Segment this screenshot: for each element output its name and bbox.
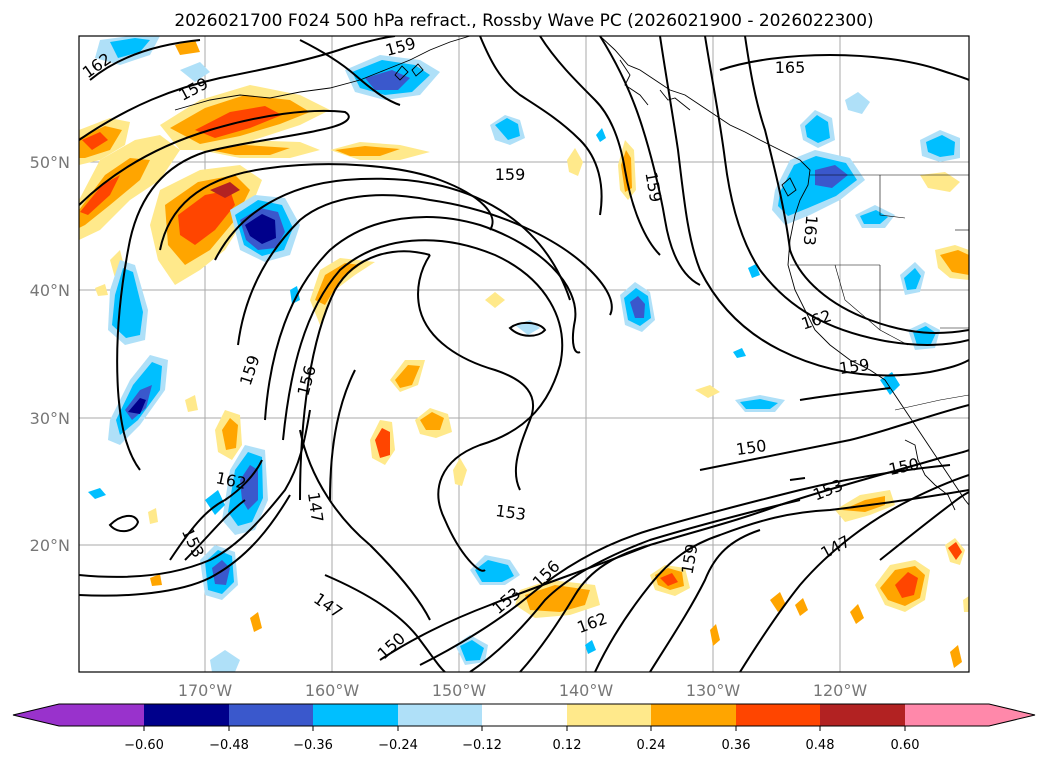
lon-label: 130°W [686, 681, 741, 700]
colorbar-segment [736, 704, 820, 726]
coastlines [174, 36, 969, 511]
colorbar-extend-high [989, 704, 1035, 726]
colorbar-tick-label: −0.60 [124, 738, 164, 753]
filled-anomalies [79, 36, 969, 672]
colorbar-tick-label: 0.48 [806, 738, 835, 753]
colorbar-segment [398, 704, 482, 726]
map-panel: 162 159 159 165 159 159 163 162 159 159 … [78, 34, 970, 673]
colorbar: −0.60 −0.48 −0.36 −0.24 −0.12 0.12 0.24 … [12, 703, 1036, 753]
latitude-labels: 50°N 40°N 30°N 20°N [30, 153, 70, 555]
contour-label: 159 [495, 165, 526, 184]
contour-label: 153 [494, 501, 527, 524]
colorbar-segment [482, 704, 567, 726]
contour-label: 147 [304, 491, 327, 524]
colorbar-ticks [143, 726, 906, 731]
contour-label: 159 [383, 34, 417, 60]
colorbar-segment [567, 704, 651, 726]
map-frame [78, 35, 970, 673]
contour-label: 159 [838, 355, 871, 378]
colorbar-tick-label: 0.60 [891, 738, 920, 753]
colorbar-tick-label: 0.12 [553, 738, 582, 753]
lon-label: 140°W [559, 681, 614, 700]
lat-label: 20°N [30, 536, 70, 555]
colorbar-segment [144, 704, 229, 726]
contour-label: 150 [735, 436, 768, 459]
colorbar-extend-low [13, 704, 59, 726]
colorbar-tick-label: −0.24 [378, 738, 418, 753]
positive-anomaly-fill [79, 40, 969, 668]
colorbar-segment [59, 704, 144, 726]
lon-label: 170°W [178, 681, 233, 700]
colorbar-segment [229, 704, 313, 726]
lat-label: 30°N [30, 409, 70, 428]
colorbar-segment [313, 704, 398, 726]
negative-anomaly-fill [88, 36, 960, 672]
colorbar-segment [651, 704, 736, 726]
height-contours [79, 36, 969, 672]
lon-label: 120°W [813, 681, 868, 700]
longitude-labels: 170°W 160°W 150°W 140°W 130°W 120°W [178, 681, 868, 700]
colorbar-outline [12, 703, 1036, 727]
lon-label: 150°W [432, 681, 487, 700]
contour-label: 163 [800, 214, 822, 246]
colorbar-tick-label: −0.36 [293, 738, 333, 753]
colorbar-tick-label: 0.24 [637, 738, 666, 753]
colorbar-segment [905, 704, 989, 726]
contour-label: 165 [775, 58, 806, 77]
lat-label: 50°N [30, 153, 70, 172]
colorbar-segment [820, 704, 905, 726]
figure-title: 2026021700 F024 500 hPa refract., Rossby… [174, 11, 873, 31]
colorbar-tick-label: −0.48 [209, 738, 249, 753]
colorbar-tick-label: 0.36 [722, 738, 751, 753]
lon-label: 160°W [305, 681, 360, 700]
political-borders [790, 174, 969, 411]
lat-label: 40°N [30, 281, 70, 300]
colorbar-tick-label: −0.12 [462, 738, 502, 753]
